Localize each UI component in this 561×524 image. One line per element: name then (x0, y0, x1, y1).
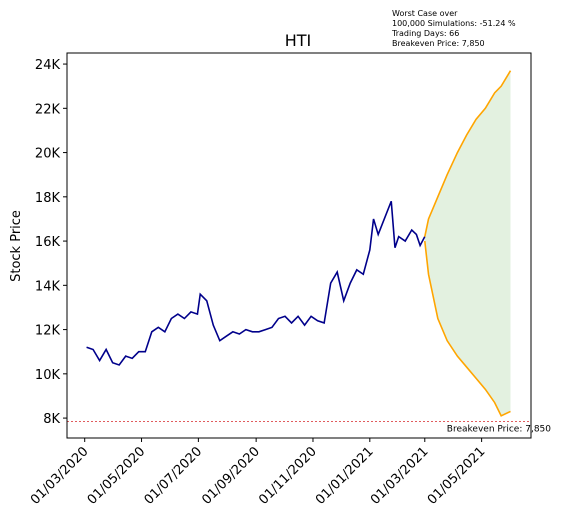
annotation-line: Trading Days: 66 (391, 29, 459, 38)
y-tick-label: 8K (43, 412, 60, 427)
x-tick-label: 01/11/2020 (256, 444, 320, 508)
x-tick-label: 01/05/2021 (425, 444, 489, 508)
y-tick-label: 24K (35, 58, 61, 73)
y-tick-label: 22K (35, 102, 61, 117)
x-tick-label: 01/07/2020 (142, 444, 206, 508)
y-tick-label: 20K (35, 147, 61, 162)
x-tick-label: 01/09/2020 (199, 444, 263, 508)
x-tick-label: 01/05/2020 (85, 444, 149, 508)
y-axis-label: Stock Price (9, 210, 24, 282)
price-line (424, 70, 512, 237)
breakeven-label: Breakeven Price: 7,850 (447, 424, 551, 434)
annotation-line: Worst Case over (392, 9, 458, 18)
y-tick-label: 12K (35, 324, 61, 339)
x-tick-label: 01/03/2021 (368, 444, 432, 508)
x-tick-label: 01/03/2020 (28, 444, 92, 508)
plot-frame (66, 52, 532, 439)
annotation-line: Breakeven Price: 7,850 (392, 39, 485, 48)
price-line (86, 200, 426, 366)
price-line (423, 240, 511, 417)
x-tick-label: 01/01/2021 (313, 444, 377, 508)
chart-title: HTI (285, 31, 312, 50)
annotation-line: 100,000 Simulations: -51.24 % (392, 19, 516, 28)
y-tick-label: 14K (35, 279, 61, 294)
y-tick-label: 16K (35, 235, 61, 250)
y-tick-label: 10K (35, 368, 61, 383)
simulation-range (424, 70, 511, 416)
y-tick-label: 18K (35, 191, 61, 206)
